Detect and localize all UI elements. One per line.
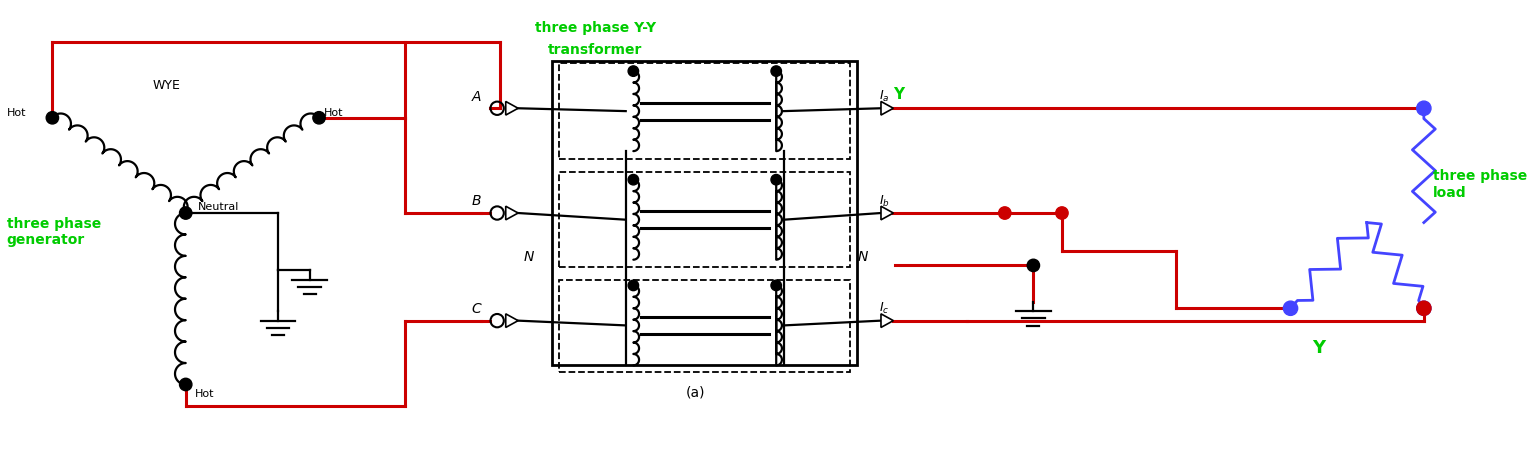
Circle shape xyxy=(1416,301,1432,315)
Bar xyxy=(559,280,850,372)
Text: Hot: Hot xyxy=(196,389,215,399)
Text: C: C xyxy=(471,302,481,316)
Polygon shape xyxy=(882,206,894,220)
Text: A: A xyxy=(472,90,481,104)
Text: $I_b$: $I_b$ xyxy=(879,193,889,209)
Polygon shape xyxy=(506,206,518,220)
Text: Hot: Hot xyxy=(324,108,344,118)
Circle shape xyxy=(179,378,193,391)
Circle shape xyxy=(313,112,325,124)
Circle shape xyxy=(628,280,639,290)
Circle shape xyxy=(46,112,58,124)
Circle shape xyxy=(628,66,639,76)
Circle shape xyxy=(1056,207,1068,219)
Text: three phase
load: three phase load xyxy=(1433,170,1528,199)
Circle shape xyxy=(1416,101,1432,115)
Text: Hot: Hot xyxy=(6,108,26,118)
Text: N: N xyxy=(857,250,868,264)
Circle shape xyxy=(1027,259,1039,272)
Circle shape xyxy=(772,280,781,290)
Bar xyxy=(553,61,857,365)
Text: $I_c$: $I_c$ xyxy=(879,301,889,316)
Text: (a): (a) xyxy=(686,386,704,400)
Polygon shape xyxy=(506,314,518,327)
Bar xyxy=(559,172,850,267)
Circle shape xyxy=(1416,301,1432,315)
Circle shape xyxy=(1284,301,1297,315)
Polygon shape xyxy=(506,101,518,115)
Circle shape xyxy=(999,207,1012,219)
Text: N: N xyxy=(524,250,535,264)
Text: three phase Y-Y: three phase Y-Y xyxy=(535,21,656,35)
Text: transformer: transformer xyxy=(549,43,642,57)
Text: WYE: WYE xyxy=(153,79,180,92)
Polygon shape xyxy=(882,314,894,327)
Text: three phase
generator: three phase generator xyxy=(6,217,101,247)
Circle shape xyxy=(772,66,781,76)
Circle shape xyxy=(628,175,639,185)
Circle shape xyxy=(772,175,781,185)
Text: B: B xyxy=(472,194,481,208)
Text: $I_a$: $I_a$ xyxy=(879,89,889,104)
Polygon shape xyxy=(882,101,894,115)
Circle shape xyxy=(179,207,193,219)
Bar xyxy=(559,64,850,159)
Text: Y: Y xyxy=(1313,339,1326,357)
Text: Y: Y xyxy=(894,87,905,102)
Text: Neutral: Neutral xyxy=(199,202,240,212)
